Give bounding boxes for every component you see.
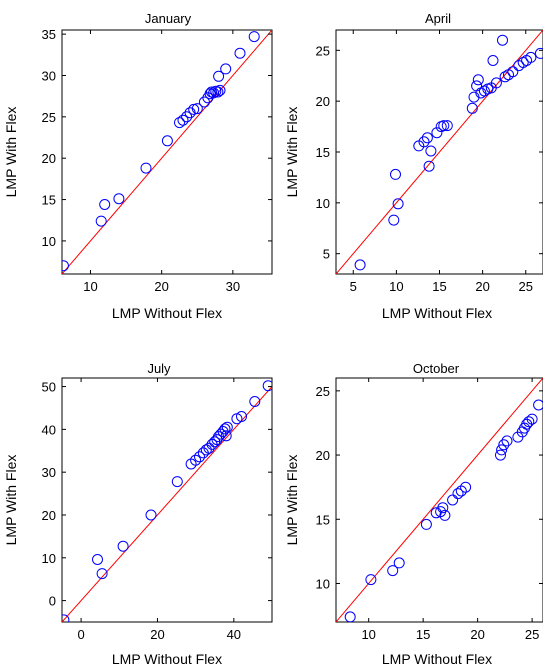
data-point — [175, 118, 185, 128]
x-tick-label: 20 — [154, 279, 168, 294]
x-tick-label: 0 — [77, 627, 84, 642]
x-tick-label: 25 — [525, 627, 539, 642]
y-tick-label: 5 — [323, 247, 330, 262]
x-tick-label: 20 — [150, 627, 164, 642]
data-point — [96, 216, 106, 226]
plot-area — [336, 30, 543, 274]
data-point — [534, 400, 543, 410]
tick-group: 10 20 30 10 15 20 25 30 35 — [42, 27, 272, 294]
y-tick-label: 15 — [316, 145, 330, 160]
data-point — [345, 612, 355, 622]
x-tick-label: 30 — [226, 279, 240, 294]
data-point — [421, 519, 431, 529]
data-point — [172, 477, 182, 487]
y-tick-label: 35 — [42, 27, 56, 42]
reference-line — [62, 30, 272, 274]
y-tick-label: 20 — [316, 448, 330, 463]
data-point — [467, 103, 477, 113]
data-point — [500, 72, 510, 82]
y-tick-label: 25 — [42, 110, 56, 125]
x-tick-label: 20 — [470, 627, 484, 642]
data-point — [93, 555, 103, 565]
x-tick-label: 40 — [227, 627, 241, 642]
panel-july: July 0 20 40 0 10 20 30 40 50 LMP Without Flex L… — [3, 361, 273, 667]
y-tick-label: 25 — [316, 384, 330, 399]
x-tick-label: 15 — [416, 627, 430, 642]
data-point — [424, 161, 434, 171]
y-axis-label: LMP With Flex — [3, 107, 19, 198]
data-point — [146, 510, 156, 520]
panel-january: January 10 20 30 10 15 20 25 30 35 LMP Without F… — [3, 11, 272, 321]
y-tick-label: 10 — [316, 196, 330, 211]
x-tick-label: 10 — [83, 279, 97, 294]
x-axis-label: LMP Without Flex — [112, 305, 222, 321]
y-axis-label: LMP With Flex — [3, 455, 19, 546]
data-point — [498, 35, 508, 45]
data-point — [235, 48, 245, 58]
data-point — [221, 64, 231, 74]
x-axis-label: LMP Without Flex — [382, 651, 492, 667]
y-tick-label: 0 — [49, 594, 56, 609]
panel-title: January — [145, 11, 192, 26]
y-tick-label: 10 — [42, 551, 56, 566]
x-tick-label: 20 — [475, 279, 489, 294]
y-axis-label: LMP With Flex — [284, 107, 300, 198]
data-point — [426, 146, 436, 156]
x-tick-label: 10 — [361, 627, 375, 642]
data-point — [394, 558, 404, 568]
data-point — [58, 261, 68, 271]
y-tick-label: 10 — [42, 234, 56, 249]
panel-title: July — [147, 361, 171, 376]
data-point — [488, 56, 498, 66]
data-point — [141, 163, 151, 173]
data-point — [100, 200, 110, 210]
y-tick-label: 20 — [42, 151, 56, 166]
x-tick-label: 10 — [389, 279, 403, 294]
y-tick-label: 30 — [42, 68, 56, 83]
y-tick-label: 20 — [316, 94, 330, 109]
data-point — [366, 575, 376, 585]
panel-title: April — [425, 11, 451, 26]
plot-area — [336, 378, 543, 622]
data-point — [391, 169, 401, 179]
reference-line — [336, 378, 543, 622]
panel-october: October 10 15 20 25 10 15 20 25 LMP Without Fle… — [284, 361, 543, 667]
x-axis-label: LMP Without Flex — [382, 305, 492, 321]
y-tick-label: 30 — [42, 465, 56, 480]
tick-group: 0 20 40 0 10 20 30 40 50 — [42, 378, 272, 642]
plot-area — [59, 381, 273, 625]
x-tick-label: 5 — [350, 279, 357, 294]
y-tick-label: 15 — [316, 512, 330, 527]
data-point — [461, 482, 471, 492]
data-point — [389, 215, 399, 225]
panel-title: October — [413, 361, 460, 376]
data-point — [448, 495, 458, 505]
y-tick-label: 25 — [316, 43, 330, 58]
panel-april: April 5 10 15 20 25 5 10 15 20 25 LMP Without Fle… — [284, 11, 543, 321]
y-tick-label: 40 — [42, 422, 56, 437]
y-tick-label: 10 — [316, 576, 330, 591]
data-point — [355, 260, 365, 270]
y-tick-label: 15 — [42, 193, 56, 208]
data-point — [162, 136, 172, 146]
data-point — [114, 194, 124, 204]
x-tick-label: 15 — [432, 279, 446, 294]
y-tick-label: 50 — [42, 380, 56, 395]
data-point — [473, 75, 483, 85]
y-axis-label: LMP With Flex — [284, 455, 300, 546]
plot-area — [58, 30, 272, 274]
y-tick-label: 20 — [42, 508, 56, 523]
x-axis-label: LMP Without Flex — [112, 651, 222, 667]
x-tick-label: 25 — [519, 279, 533, 294]
data-point — [249, 32, 259, 42]
data-point — [456, 486, 466, 496]
data-point — [118, 541, 128, 551]
